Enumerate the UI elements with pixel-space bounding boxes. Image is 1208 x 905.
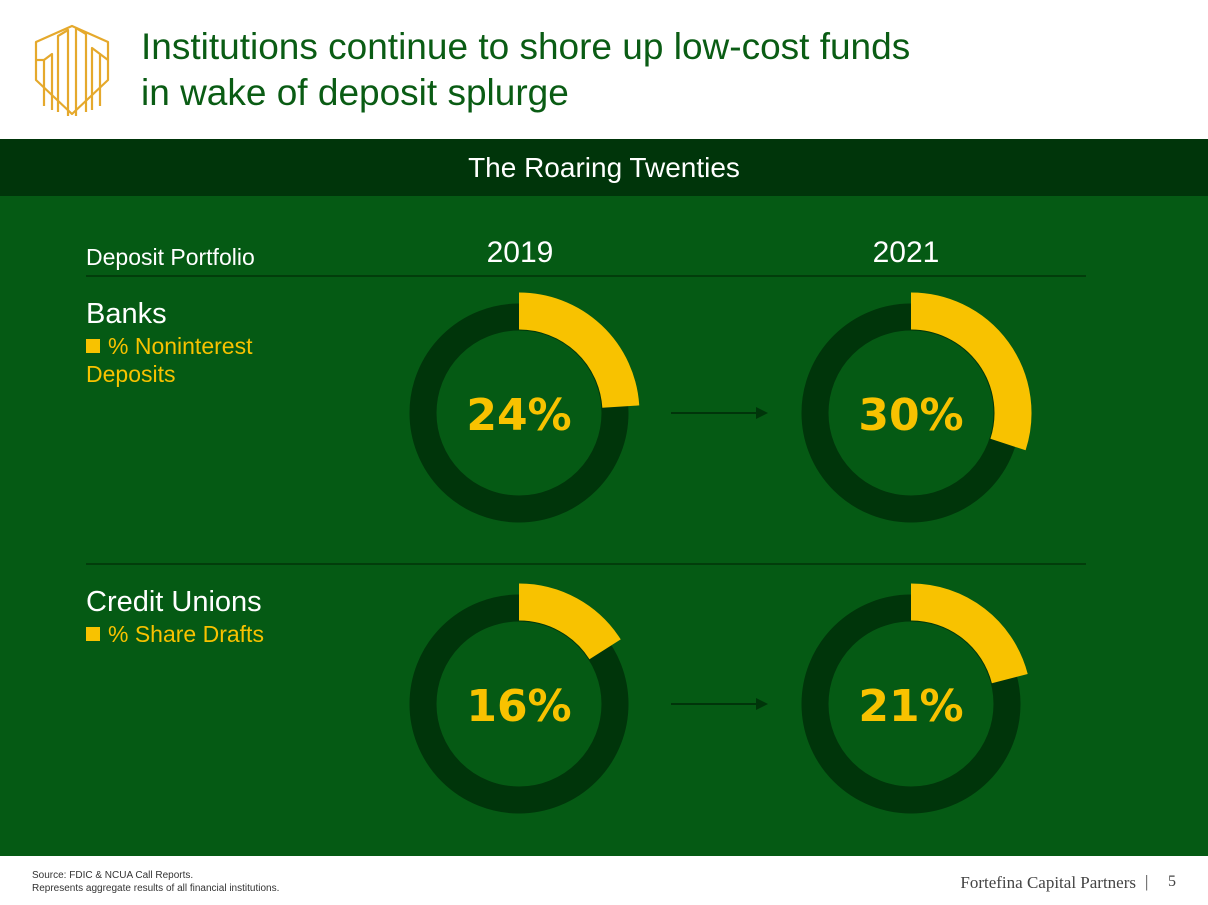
year-2019: 2019 (486, 236, 554, 269)
column-label: Deposit Portfolio (86, 244, 255, 270)
legend-credit-unions: % Share Drafts (86, 620, 306, 648)
segment-title-credit-unions: Credit Unions (86, 586, 262, 618)
arrow-head-0 (756, 407, 768, 419)
donut-value-arc-0-0 (518, 292, 640, 409)
donut-value-arc-0-1 (910, 292, 1032, 451)
band-title: The Roaring Twenties (468, 151, 740, 183)
page-title: Institutions continue to shore up low-co… (141, 24, 1181, 116)
title-line-2: in wake of deposit splurge (141, 72, 569, 113)
section-band: The Roaring Twenties (0, 139, 1208, 196)
footer-separator: | (1145, 872, 1149, 891)
arrow-head-1 (756, 698, 768, 710)
source-line-1: Source: FDIC & NCUA Call Reports. (32, 870, 194, 881)
segment-title-banks: Banks (86, 298, 167, 330)
buildings-icon (34, 24, 110, 116)
header-divider (86, 275, 1086, 277)
donut-value-label-1-0: 16% (466, 681, 571, 732)
row-divider (86, 563, 1086, 565)
donut-value-label-1-1: 21% (858, 681, 963, 732)
year-2021: 2021 (872, 236, 940, 269)
legend-label-banks-2: Deposits (86, 361, 176, 387)
source-line-2: Represents aggregate results of all fina… (32, 883, 280, 894)
legend-banks: % Noninterest Deposits (86, 332, 306, 388)
donut-value-label-0-0: 24% (466, 390, 571, 441)
donut-value-label-0-1: 30% (858, 390, 963, 441)
donut-value-arc-1-1 (910, 583, 1028, 684)
legend-swatch (86, 627, 100, 641)
donut-value-arc-1-0 (518, 583, 621, 660)
legend-label-banks-1: % Noninterest (108, 333, 253, 359)
title-line-1: Institutions continue to shore up low-co… (141, 26, 911, 67)
legend-label-credit-unions: % Share Drafts (108, 621, 264, 647)
legend-swatch (86, 339, 100, 353)
page-number: 5 (1168, 873, 1176, 890)
source-note: Source: FDIC & NCUA Call Reports. Repres… (32, 869, 279, 895)
brand-name: Fortefina Capital Partners (960, 873, 1136, 892)
